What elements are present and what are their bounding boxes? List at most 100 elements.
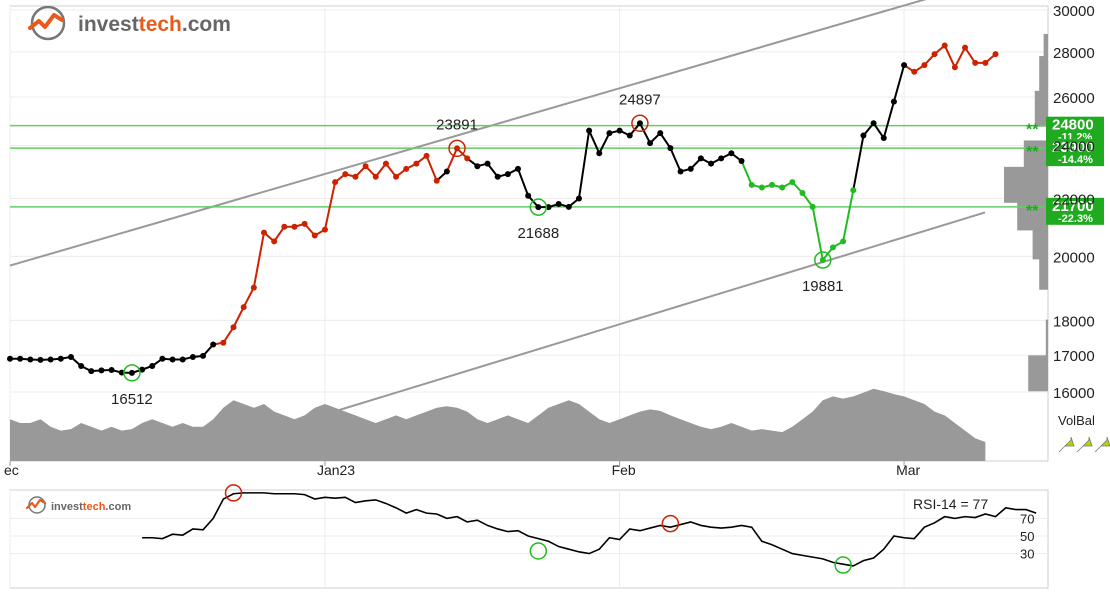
rsi-value-label: RSI-14 = 77 <box>913 496 988 512</box>
volbal-arrow-icon <box>1094 436 1110 453</box>
price-point <box>819 257 826 264</box>
price-point <box>393 173 400 180</box>
price-point <box>972 59 979 66</box>
price-point <box>240 304 247 311</box>
volume-balance-area: VolBal <box>10 388 1110 461</box>
rsi-logo-icon <box>25 496 47 514</box>
volume-profile <box>1004 33 1048 392</box>
price-point <box>931 51 938 58</box>
price-point <box>535 204 542 211</box>
price-line-up <box>903 43 997 73</box>
price-point <box>667 145 674 152</box>
rsi-extreme-marker <box>661 514 680 533</box>
price-point <box>575 195 582 202</box>
price-point <box>687 165 694 172</box>
date-axis: ec Jan23 Feb Mar <box>4 461 921 478</box>
extreme-label: 16512 <box>111 391 153 408</box>
y-tick-label: 18000 <box>1053 313 1095 330</box>
price-point <box>98 367 105 374</box>
rsi-logo-text-suffix: tech <box>83 501 106 513</box>
price-series <box>7 42 999 376</box>
price-point <box>200 352 207 359</box>
price-point <box>860 132 867 139</box>
rsi-panel: 30 50 70 RSI-14 = 77 <box>9 484 1049 589</box>
price-point <box>230 324 237 331</box>
price-point <box>545 204 552 211</box>
price-point <box>657 130 664 137</box>
volbal-arrow-icon <box>1076 436 1093 453</box>
price-point <box>921 62 928 69</box>
rsi-logo-text-tld: .com <box>105 501 131 513</box>
price-point <box>515 165 521 172</box>
extreme-label: 24897 <box>619 91 661 108</box>
price-point <box>982 59 989 66</box>
y-tick-label: 20000 <box>1053 249 1095 266</box>
price-axis: 16000 17000 18000 20000 22000 24000 26000 28000… <box>1053 3 1095 402</box>
svg-text:investtech.com: investtech.com <box>78 13 231 36</box>
rsi-investtech-logo: investtech.com <box>25 496 131 514</box>
price-point <box>941 42 948 49</box>
volume-profile-bar <box>1034 90 1048 127</box>
support-label-value: 21700 <box>1052 198 1094 215</box>
price-point <box>494 173 501 180</box>
price-point <box>626 132 633 139</box>
price-point <box>403 165 410 172</box>
price-point <box>37 356 44 363</box>
price-point <box>382 160 389 167</box>
price-point <box>311 232 318 239</box>
support-label-value: 24800 <box>1052 117 1094 134</box>
x-tick-label: Jan23 <box>317 462 355 478</box>
price-point <box>992 51 999 58</box>
rsi-extreme-marker <box>224 484 243 502</box>
price-point <box>738 157 745 164</box>
price-point <box>291 223 298 230</box>
svg-text:investtech.com: investtech.com <box>51 501 131 513</box>
volbal-arrow-shape <box>1058 436 1075 453</box>
price-point <box>108 366 115 373</box>
price-line-neutral <box>466 121 743 209</box>
price-point <box>139 366 146 373</box>
price-point <box>332 179 339 186</box>
price-point <box>169 356 176 363</box>
price-point <box>769 181 775 188</box>
price-point <box>149 362 156 369</box>
rsi-line <box>142 492 1037 567</box>
support-label-box <box>1046 139 1104 167</box>
price-point <box>454 145 461 152</box>
price-point <box>758 184 765 191</box>
price-point <box>17 355 24 362</box>
y-tick-label: 16000 <box>1053 385 1095 402</box>
price-point <box>555 201 562 208</box>
price-point <box>413 160 420 167</box>
logo-text-tld: .com <box>182 13 231 36</box>
price-point <box>850 187 857 194</box>
price-point <box>362 163 369 170</box>
volume-balance-fill <box>10 388 986 461</box>
price-point <box>951 64 958 71</box>
price-point <box>779 184 786 191</box>
y-tick-label: 24000 <box>1053 139 1095 156</box>
rsi-tick-label: 30 <box>1020 547 1034 562</box>
price-line-down <box>740 160 855 263</box>
volume-profile-bar <box>1028 355 1048 392</box>
y-tick-label: 26000 <box>1053 90 1095 107</box>
price-point <box>220 339 227 346</box>
price-point <box>890 98 897 105</box>
price-line-neutral <box>852 64 906 191</box>
price-point <box>423 152 430 159</box>
price-point <box>616 127 623 134</box>
extreme-marker-circle <box>448 139 466 158</box>
extreme-label: 19881 <box>802 278 844 295</box>
price-point <box>372 173 379 180</box>
volbal-arrow-shape <box>1076 436 1093 453</box>
price-point <box>210 341 217 348</box>
price-point <box>484 160 491 167</box>
price-point <box>250 284 257 291</box>
channel-upper-line <box>9 0 927 267</box>
rsi-tick-label: 50 <box>1020 529 1034 544</box>
volbal-label: VolBal <box>1058 413 1095 428</box>
rsi-tick-label: 70 <box>1020 511 1034 526</box>
price-point <box>870 120 877 127</box>
rsi-logo-text-prefix: invest <box>51 501 83 513</box>
volume-profile-bar <box>1039 253 1048 290</box>
